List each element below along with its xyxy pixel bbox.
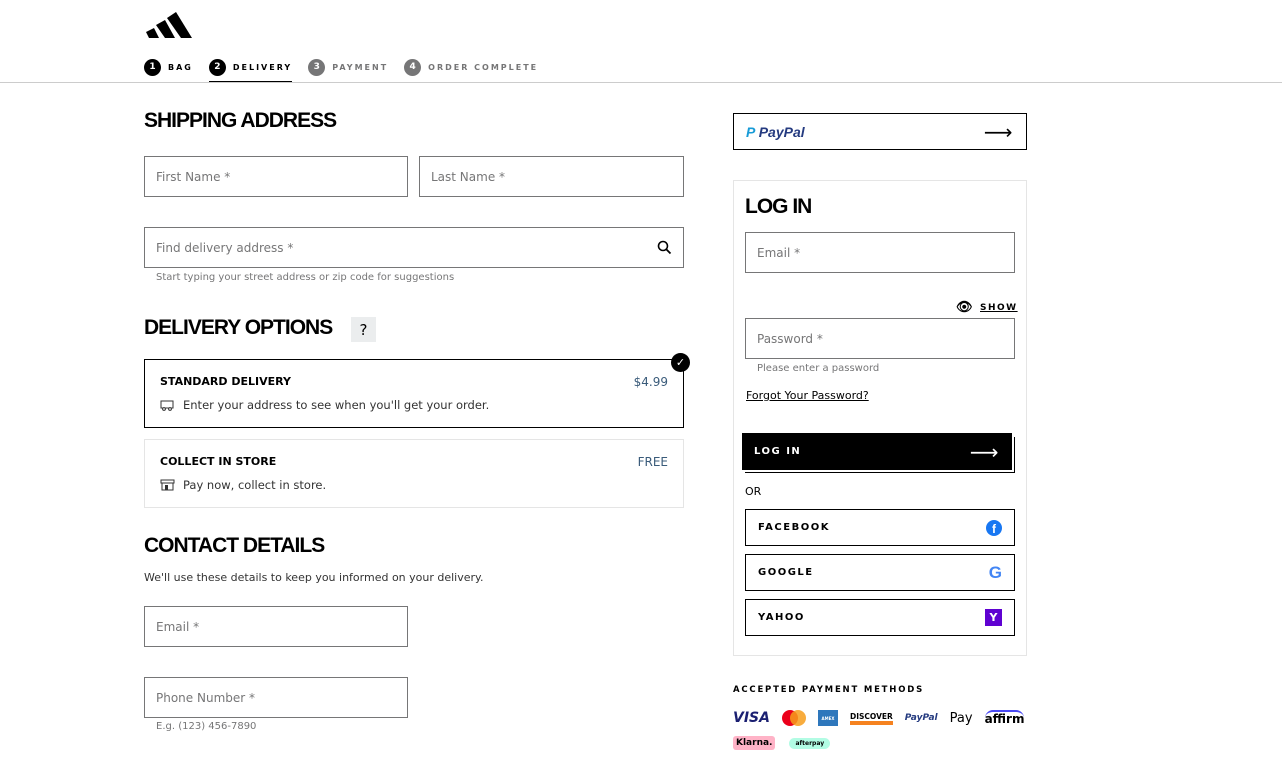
step-number: 3 xyxy=(308,58,326,76)
facebook-label: FACEBOOK xyxy=(758,522,830,533)
payment-methods-row2: Klarna. afterpay xyxy=(733,736,831,750)
option-name: COLLECT IN STORE xyxy=(160,455,277,468)
last-name-input[interactable]: Last Name * xyxy=(419,156,684,197)
password-input[interactable]: Password * xyxy=(745,318,1015,359)
facebook-icon: f xyxy=(986,519,1002,536)
google-login-button[interactable]: GOOGLE G xyxy=(745,554,1015,591)
yahoo-label: YAHOO xyxy=(758,612,805,623)
option-price: $4.99 xyxy=(633,375,668,389)
header-divider xyxy=(0,82,1282,83)
password-error: Please enter a password xyxy=(757,363,880,374)
yahoo-icon: Y xyxy=(985,609,1002,626)
phone-hint: E.g. (123) 456-7890 xyxy=(156,721,257,732)
forgot-password-link[interactable]: Forgot Your Password? xyxy=(746,389,869,402)
afterpay-logo: afterpay xyxy=(789,737,831,749)
klarna-logo: Klarna. xyxy=(733,736,776,750)
mastercard-logo: mastercard xyxy=(781,710,806,726)
store-icon xyxy=(160,479,175,491)
login-title: LOG IN xyxy=(745,195,812,218)
search-icon[interactable] xyxy=(657,240,672,255)
option-price: FREE xyxy=(637,455,668,469)
option-name: STANDARD DELIVERY xyxy=(160,375,291,388)
contact-email-input[interactable]: Email * xyxy=(144,606,408,647)
amex-logo: AMEX xyxy=(817,710,838,726)
visa-logo: VISA xyxy=(733,710,770,726)
step-label: ORDER COMPLETE xyxy=(428,62,539,72)
apple-pay-logo: Pay xyxy=(949,710,973,726)
step-order-complete: 4 ORDER COMPLETE xyxy=(404,52,538,82)
first-name-input[interactable]: First Name * xyxy=(144,156,408,197)
step-label: PAYMENT xyxy=(332,62,389,72)
delivery-title: DELIVERY OPTIONS xyxy=(144,316,333,339)
eye-icon: 👁 xyxy=(956,300,975,315)
help-button[interactable]: ? xyxy=(351,317,376,342)
affirm-logo: affirm xyxy=(984,710,1025,726)
step-number: 2 xyxy=(208,58,226,76)
arrow-right-icon: ⟶ xyxy=(969,439,1000,464)
selected-check-icon: ✓ xyxy=(671,353,690,372)
option-description: Enter your address to see when you'll ge… xyxy=(183,398,490,412)
step-label: BAG xyxy=(168,62,193,72)
address-placeholder: Find delivery address * xyxy=(156,240,294,255)
address-hint: Start typing your street address or zip … xyxy=(156,272,455,283)
phone-input[interactable]: Phone Number * xyxy=(144,677,408,718)
login-email-input[interactable]: Email * xyxy=(745,232,1015,273)
login-button-label: LOG IN xyxy=(754,446,802,457)
checkout-steps: 1 BAG 2 DELIVERY 3 PAYMENT 4 ORDER COMPLETE xyxy=(144,52,538,83)
step-bag[interactable]: 1 BAG xyxy=(144,52,193,82)
step-number: 4 xyxy=(404,58,422,76)
option-description: Pay now, collect in store. xyxy=(183,478,327,492)
step-payment: 3 PAYMENT xyxy=(308,52,388,82)
paypal-button[interactable]: P PayPal ⟶ xyxy=(733,113,1027,150)
yahoo-login-button[interactable]: YAHOO Y xyxy=(745,599,1015,636)
shipping-title: SHIPPING ADDRESS xyxy=(144,109,337,132)
paypal-label: PayPal xyxy=(758,123,805,140)
facebook-login-button[interactable]: FACEBOOK f xyxy=(745,509,1015,546)
contact-subtitle: We'll use these details to keep you info… xyxy=(144,571,484,584)
paypal-logo: P PayPal xyxy=(746,123,805,140)
login-button[interactable]: LOG IN ⟶ xyxy=(742,433,1012,470)
address-input[interactable]: Find delivery address * xyxy=(144,227,684,268)
google-icon: G xyxy=(988,562,1002,582)
step-label: DELIVERY xyxy=(232,62,293,72)
payment-methods: VISA mastercard AMEX DISCOVER PayPal Pay… xyxy=(733,710,1025,726)
contact-title: CONTACT DETAILS xyxy=(144,534,325,557)
button-shadow xyxy=(745,437,1015,473)
show-password-toggle[interactable]: 👁 SHOW xyxy=(956,300,1018,315)
step-delivery[interactable]: 2 DELIVERY xyxy=(208,52,293,83)
adidas-logo[interactable] xyxy=(146,10,192,38)
arrow-right-icon: ⟶ xyxy=(983,119,1014,144)
login-panel xyxy=(733,180,1027,656)
collect-in-store-option[interactable]: COLLECT IN STORE FREE Pay now, collect in… xyxy=(144,439,684,508)
or-separator: OR xyxy=(745,485,762,498)
truck-icon xyxy=(160,400,174,411)
standard-delivery-option[interactable]: STANDARD DELIVERY $4.99 Enter your addres… xyxy=(144,359,684,428)
step-number: 1 xyxy=(144,58,161,76)
discover-logo: DISCOVER xyxy=(849,712,893,725)
payment-methods-title: ACCEPTED PAYMENT METHODS xyxy=(733,685,924,695)
show-label: SHOW xyxy=(980,302,1018,313)
google-label: GOOGLE xyxy=(758,567,814,578)
paypal-small-logo: PayPal xyxy=(904,713,938,723)
